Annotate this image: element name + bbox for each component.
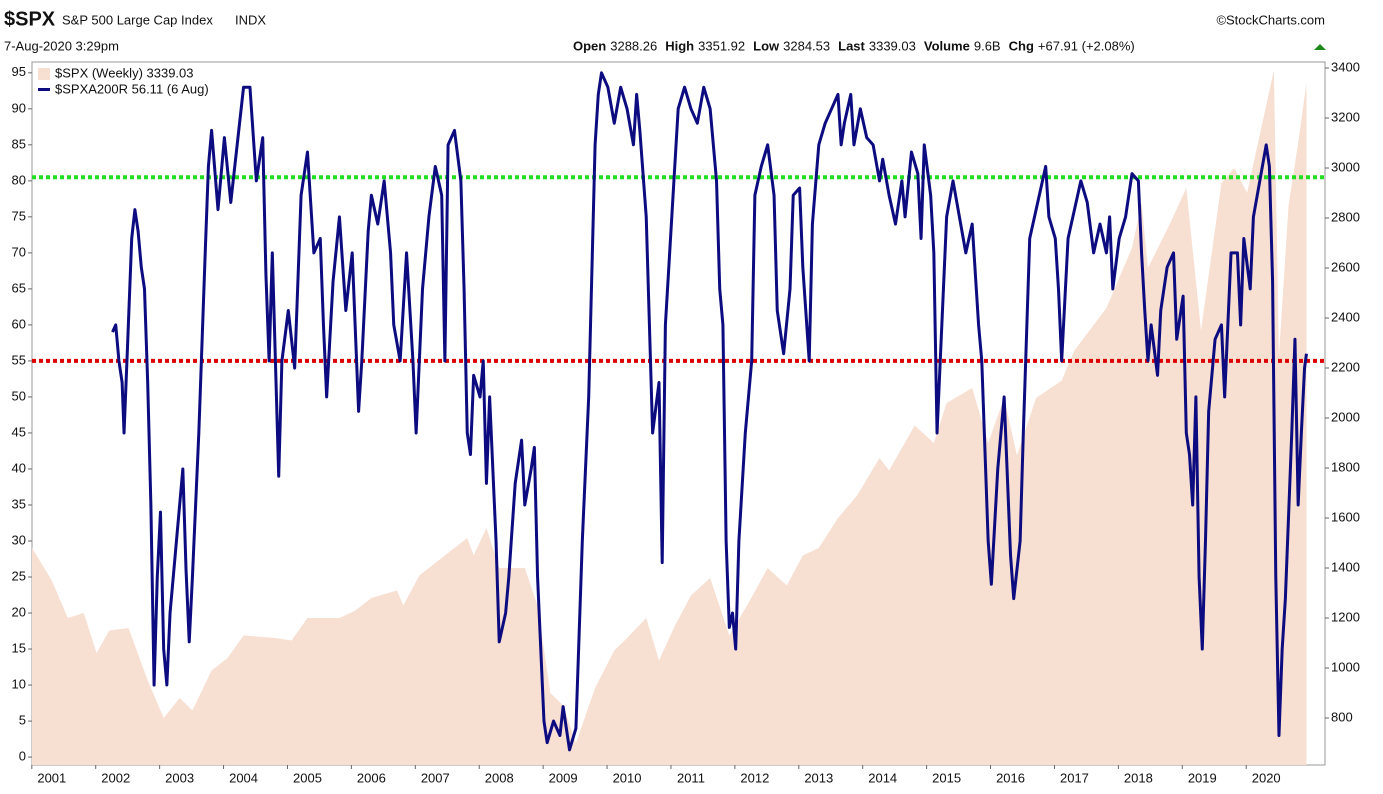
legend-swatch bbox=[38, 88, 50, 91]
x-tick-label: 2011 bbox=[677, 770, 705, 785]
y-tick-label: 45 bbox=[12, 424, 26, 439]
y2-tick-label: 3000 bbox=[1331, 159, 1360, 174]
x-tick-label: 2016 bbox=[996, 770, 1025, 785]
source: ©StockCharts.com bbox=[1216, 12, 1325, 27]
area bbox=[32, 70, 1307, 765]
y2-tick-label: 3200 bbox=[1331, 109, 1360, 124]
quote-label: Open bbox=[573, 38, 606, 53]
quote-value: 3288.26 bbox=[610, 38, 657, 53]
y-tick-label: 80 bbox=[12, 172, 26, 187]
symbol: $SPX bbox=[4, 8, 56, 30]
legend-swatch bbox=[38, 68, 50, 80]
line bbox=[111, 71, 1308, 752]
y-tick-label: 10 bbox=[12, 676, 26, 691]
x-tick-label: 2002 bbox=[101, 770, 130, 785]
y-tick-label: 60 bbox=[12, 316, 26, 331]
legend-label: $SPXA200R 56.11 (6 Aug) bbox=[55, 81, 209, 96]
x-tick-label: 2017 bbox=[1060, 770, 1089, 785]
y-tick-label: 20 bbox=[12, 604, 26, 619]
x-tick-label: 2018 bbox=[1124, 770, 1153, 785]
index-name: S&P 500 Large Cap Index bbox=[62, 12, 213, 27]
quote-value: +67.91 (+2.08%) bbox=[1038, 38, 1135, 53]
y2-tick-label: 2800 bbox=[1331, 209, 1360, 224]
y2-tick-label: 1000 bbox=[1331, 659, 1360, 674]
legend-label: $SPX (Weekly) 3339.03 bbox=[55, 65, 194, 80]
quote-label: Low bbox=[753, 38, 780, 53]
x-tick-label: 2005 bbox=[293, 770, 322, 785]
y2-tick-label: 800 bbox=[1331, 709, 1353, 724]
y-tick-label: 5 bbox=[19, 713, 26, 728]
x-tick-label: 2003 bbox=[165, 770, 194, 785]
x-tick-label: 2019 bbox=[1188, 770, 1217, 785]
y2-tick-label: 3400 bbox=[1331, 59, 1360, 74]
quote-label: Chg bbox=[1009, 38, 1034, 53]
y-tick-label: 90 bbox=[12, 100, 26, 115]
x-tick-label: 2020 bbox=[1252, 770, 1281, 785]
x-tick-label: 2004 bbox=[229, 770, 258, 785]
y-tick-label: 0 bbox=[19, 749, 26, 764]
y-tick-label: 25 bbox=[12, 568, 26, 583]
quote-label: Volume bbox=[924, 38, 970, 53]
y-tick-label: 50 bbox=[12, 388, 26, 403]
x-tick-label: 2008 bbox=[485, 770, 514, 785]
y2-tick-label: 2200 bbox=[1331, 359, 1360, 374]
y-tick-label: 30 bbox=[12, 532, 26, 547]
quote: Open 3288.26 High 3351.92 Low 3284.53 Last 3339… bbox=[573, 38, 1135, 53]
quote-value: 3351.92 bbox=[698, 38, 745, 53]
y-tick-label: 95 bbox=[12, 64, 26, 79]
y-tick-label: 35 bbox=[12, 496, 26, 511]
y-tick-label: 15 bbox=[12, 640, 26, 655]
y2-tick-label: 2600 bbox=[1331, 259, 1360, 274]
date: 7-Aug-2020 3:29pm bbox=[4, 38, 119, 53]
y-tick-label: 40 bbox=[12, 460, 26, 475]
quote-value: 9.6B bbox=[974, 38, 1001, 53]
y-tick-label: 55 bbox=[12, 352, 26, 367]
y2-tick-label: 1800 bbox=[1331, 459, 1360, 474]
x-tick-label: 2010 bbox=[613, 770, 642, 785]
x-tick-label: 2012 bbox=[740, 770, 769, 785]
y-tick-label: 75 bbox=[12, 208, 26, 223]
x-tick-label: 2001 bbox=[37, 770, 66, 785]
up-arrow bbox=[1314, 44, 1326, 50]
x-tick-label: 2007 bbox=[421, 770, 450, 785]
x-tick-label: 2014 bbox=[868, 770, 897, 785]
y2-tick-label: 1200 bbox=[1331, 609, 1360, 624]
y-tick-label: 70 bbox=[12, 244, 26, 259]
quote-value: 3284.53 bbox=[783, 38, 830, 53]
plot: 0 5 10 15 20 25 30 35 40 45 50 55 60 65 70 75 80 85 90 95 80… bbox=[12, 59, 1360, 785]
exchange: INDX bbox=[235, 12, 266, 27]
x-tick-label: 2006 bbox=[357, 770, 386, 785]
y2-tick-label: 1600 bbox=[1331, 509, 1360, 524]
y-tick-label: 65 bbox=[12, 280, 26, 295]
y2-tick-label: 2400 bbox=[1331, 309, 1360, 324]
y-tick-label: 85 bbox=[12, 136, 26, 151]
x-tick-label: 2013 bbox=[804, 770, 833, 785]
x-tick-label: 2009 bbox=[549, 770, 578, 785]
quote-label: High bbox=[665, 38, 694, 53]
y2-tick-label: 2000 bbox=[1331, 409, 1360, 424]
y2-tick-label: 1400 bbox=[1331, 559, 1360, 574]
x-tick-label: 2015 bbox=[932, 770, 961, 785]
quote-label: Last bbox=[838, 38, 865, 53]
quote-value: 3339.03 bbox=[869, 38, 916, 53]
